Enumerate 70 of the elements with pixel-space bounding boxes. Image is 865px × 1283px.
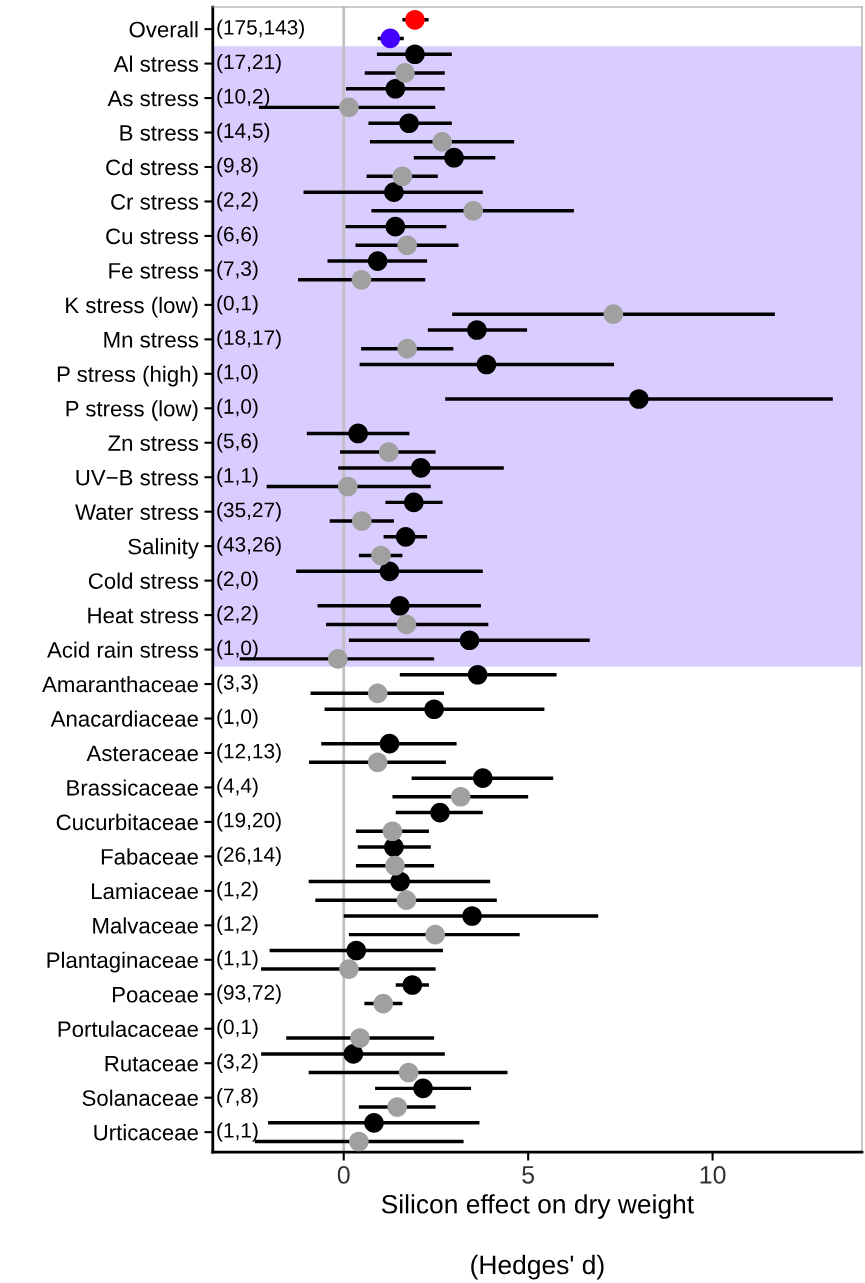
annotation: (10,2) xyxy=(217,88,270,108)
annotation: (0,1) xyxy=(217,1019,258,1039)
annotation: (5,6) xyxy=(217,433,258,453)
annotation: (1,0) xyxy=(217,364,258,384)
annotation: (1,1) xyxy=(217,950,258,970)
annotation: (1,0) xyxy=(217,639,258,660)
annotation: (7,3) xyxy=(217,260,258,281)
annotation: (14,5) xyxy=(217,122,270,143)
y-tick-label: Malvaceae xyxy=(93,917,198,934)
y-tick-label: K stress (low) xyxy=(66,296,198,318)
y-tick-label: UV−B stress xyxy=(76,469,199,486)
y-tick-label: Solanaceae xyxy=(82,1089,198,1106)
annotation: (175,143) xyxy=(217,19,304,39)
x-tick-label: 5 xyxy=(522,1166,535,1184)
y-tick-label: Zn stress xyxy=(108,435,199,452)
annotation: (43,26) xyxy=(217,536,281,556)
text: Silicon effect on dry weight (Hedges' d) xyxy=(381,1194,694,1280)
y-tick-label: Cold stress xyxy=(88,572,199,589)
annotation: (35,27) xyxy=(217,501,281,522)
annotation: (19,20) xyxy=(217,812,281,832)
y-tick-label: Plantaginaceae xyxy=(47,951,198,973)
annotation: (1,1) xyxy=(217,1122,258,1142)
y-tick-label: Amaranthaceae xyxy=(42,675,198,693)
annotation: (6,6) xyxy=(217,226,258,246)
annotation: (2,0) xyxy=(217,570,258,591)
annotation: (12,13) xyxy=(217,743,281,763)
y-tick-label: Fabaceae xyxy=(101,848,198,865)
y-tick-label: B stress xyxy=(120,125,199,141)
annotation: (1,2) xyxy=(217,881,258,901)
y-tick-label: Overall xyxy=(129,21,198,38)
annotation: (1,1) xyxy=(217,467,258,487)
annotation: (2,2) xyxy=(217,191,258,212)
y-tick-label: Cd stress xyxy=(106,158,199,176)
annotation: (93,72) xyxy=(217,984,281,1004)
annotation: (3,2) xyxy=(217,1053,258,1073)
y-tick-label: Cu stress xyxy=(106,228,199,245)
annotation: (3,3) xyxy=(217,674,258,694)
annotation: (2,2) xyxy=(217,605,258,625)
y-tick-label: Portulacaceae xyxy=(58,1020,198,1037)
annotation: (26,14) xyxy=(217,846,281,867)
annotation: (1,2) xyxy=(217,915,258,936)
y-tick-label: Mn stress xyxy=(104,332,199,348)
x-tick-label: 10 xyxy=(700,1165,726,1184)
y-tick-label: Cr stress xyxy=(111,194,199,210)
y-tick-label: Water stress xyxy=(75,504,199,520)
y-tick-label: Heat stress xyxy=(88,607,199,624)
y-tick-label: As stress xyxy=(107,90,199,107)
y-tick-label: Brassicaceae xyxy=(67,779,198,796)
annotation: (1,0) xyxy=(217,398,258,418)
x-tick-label: 0 xyxy=(337,1165,350,1184)
y-tick-label: Asteraceae xyxy=(86,745,198,762)
y-tick-label: Lamiaceae xyxy=(92,882,198,900)
y-tick-label: Rutaceae xyxy=(105,1055,198,1072)
annotation: (0,1) xyxy=(217,295,258,315)
y-tick-label: P stress (high) xyxy=(57,365,198,387)
y-tick-label: Salinity xyxy=(128,538,199,559)
annotation: (7,8) xyxy=(217,1087,258,1108)
y-tick-label: Urticaceae xyxy=(94,1124,198,1141)
y-tick-label: Cucurbitaceae xyxy=(56,813,198,831)
y-tick-label: Al stress xyxy=(113,55,199,72)
annotation: (4,4) xyxy=(217,777,258,798)
y-tick-label: Poaceae xyxy=(113,987,198,1003)
annotation: (18,17) xyxy=(217,329,281,350)
annotation: (9,8) xyxy=(217,157,258,177)
y-tick-label: Anacardiaceae xyxy=(50,710,198,727)
y-tick-label: P stress (low) xyxy=(66,400,198,421)
annotation: (1,0) xyxy=(217,708,258,729)
annotation: (17,21) xyxy=(217,53,281,74)
y-tick-label: Fe stress xyxy=(109,263,199,279)
y-tick-label: Acid rain stress xyxy=(47,641,199,658)
